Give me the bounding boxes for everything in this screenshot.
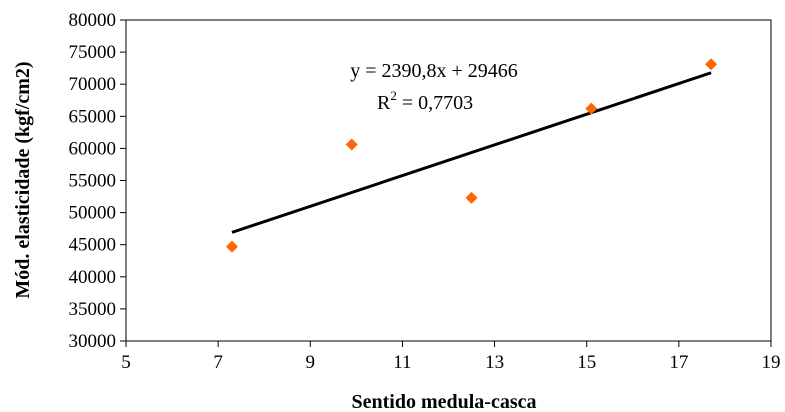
y-tick-label: 40000	[69, 267, 117, 288]
y-tick-label: 65000	[69, 106, 117, 127]
x-axis-title: Sentido medula-casca	[352, 391, 537, 412]
x-tick-label: 13	[485, 352, 504, 373]
r-squared-value: = 0,7703	[397, 92, 473, 114]
y-tick-label: 75000	[69, 42, 117, 63]
x-tick-label: 5	[121, 352, 131, 373]
x-tick-label: 15	[577, 352, 596, 373]
y-tick-label: 45000	[69, 235, 117, 256]
r-squared-prefix: R	[377, 92, 391, 114]
r-squared-exponent: 2	[390, 88, 397, 103]
data-point	[465, 191, 478, 204]
y-tick-label: 80000	[69, 10, 117, 31]
x-tick-label: 9	[306, 352, 316, 373]
y-tick-label: 70000	[69, 74, 117, 95]
y-tick-label: 30000	[69, 331, 117, 352]
trendline-equation: y = 2390,8x + 29466	[350, 60, 518, 82]
data-point	[705, 58, 718, 71]
data-point	[225, 240, 238, 253]
data-point	[345, 138, 358, 151]
x-tick-label: 17	[669, 352, 688, 373]
y-tick-label: 55000	[69, 171, 117, 192]
y-axis-title: Mód. elasticidade (kgf/cm2)	[12, 61, 34, 298]
y-tick-label: 60000	[69, 138, 117, 159]
x-tick-label: 7	[213, 352, 223, 373]
trendline	[231, 71, 712, 234]
x-tick-label: 11	[393, 352, 411, 373]
y-tick-label: 50000	[69, 203, 117, 224]
r-squared-label: R2 = 0,7703	[377, 88, 473, 114]
data-point	[585, 102, 598, 115]
y-tick-label: 35000	[69, 299, 117, 320]
x-tick-label: 19	[762, 352, 781, 373]
